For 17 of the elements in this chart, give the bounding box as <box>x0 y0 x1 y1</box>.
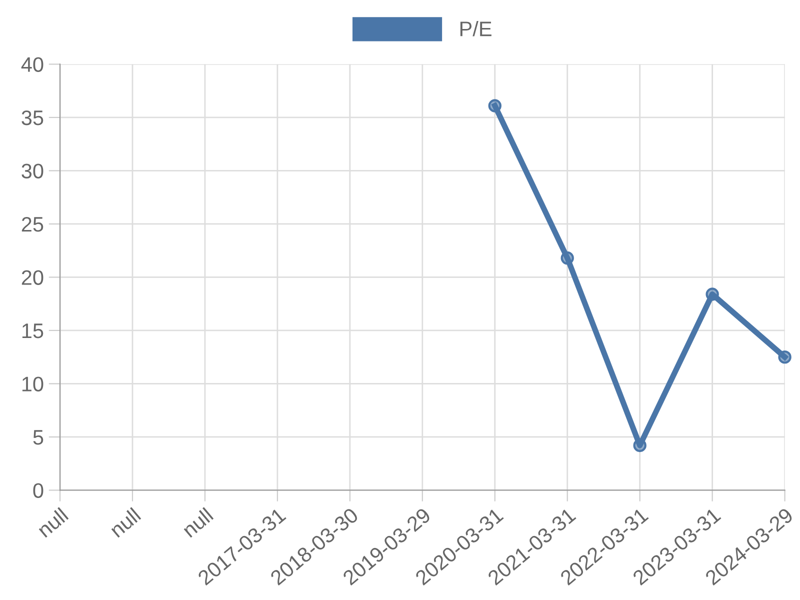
y-tick-label: 30 <box>22 164 44 178</box>
y-tick-label: 20 <box>22 270 44 285</box>
y-tick-label: 10 <box>22 376 44 392</box>
y-tick-label: 0 <box>33 483 44 498</box>
y-tick-label: 35 <box>22 110 44 126</box>
point <box>560 251 574 265</box>
point <box>633 438 646 452</box>
x-tick-label: null <box>36 507 69 538</box>
point <box>488 99 502 112</box>
y-tick-label: 5 <box>33 430 44 445</box>
y-tick-label: 40 <box>21 57 44 72</box>
y-tick-label: 15 <box>22 324 44 338</box>
legend-label: P/E <box>460 20 492 36</box>
x-tick-label: null <box>108 507 142 538</box>
y-tick-label: 25 <box>22 216 44 232</box>
point <box>706 288 719 301</box>
point <box>778 350 792 364</box>
